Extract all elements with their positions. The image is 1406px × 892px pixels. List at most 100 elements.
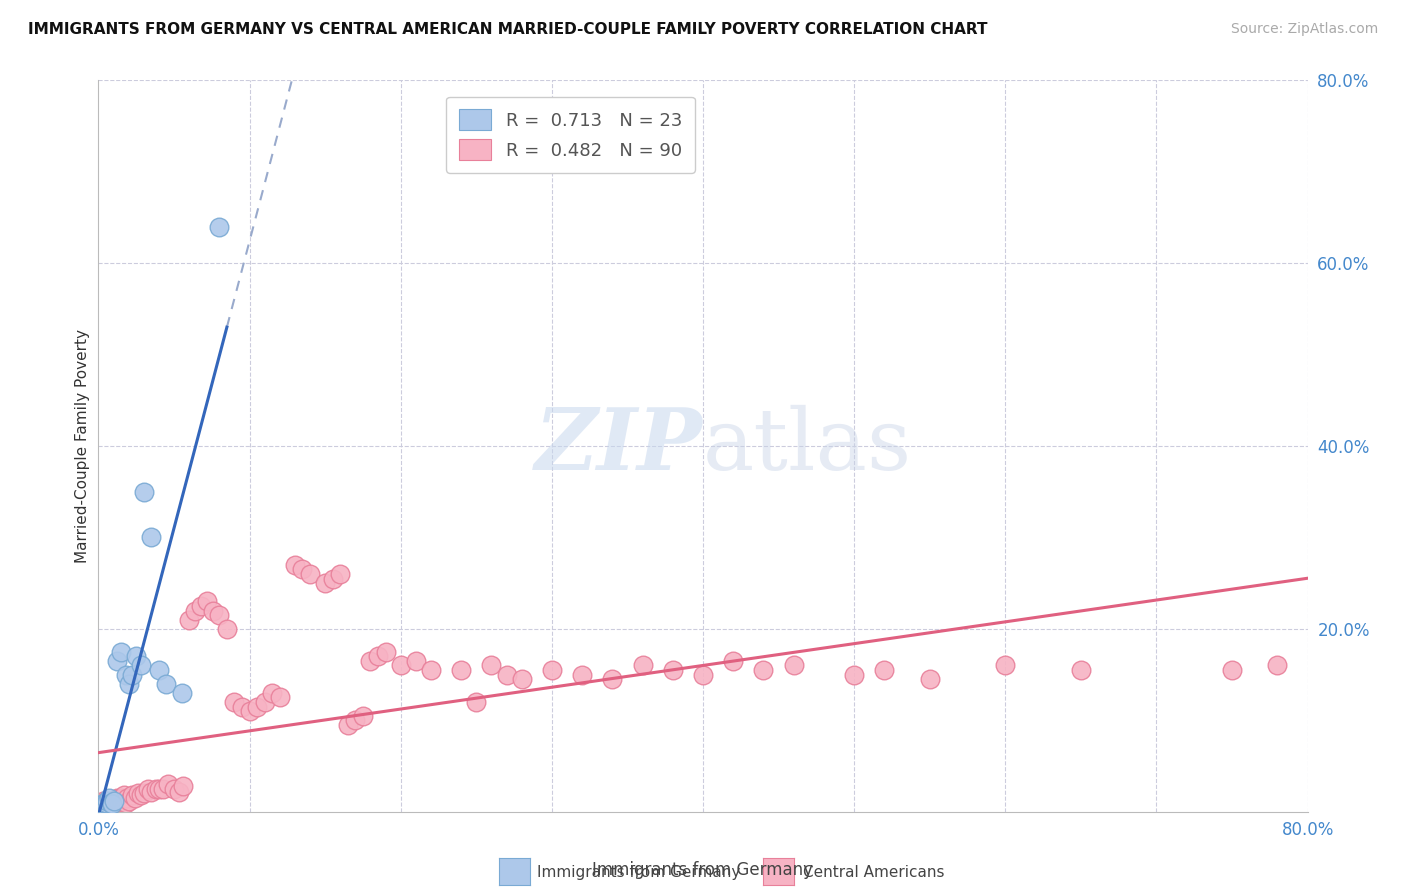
Point	[299, 567, 322, 582]
Point	[510, 672, 533, 686]
Point	[844, 667, 866, 681]
Point	[571, 667, 593, 681]
Point	[91, 797, 114, 812]
Point	[90, 796, 112, 810]
Point	[103, 794, 125, 808]
Point	[495, 667, 517, 681]
Point	[202, 603, 225, 617]
Point	[450, 663, 472, 677]
Point	[111, 791, 134, 805]
Point	[723, 654, 745, 668]
Point	[184, 603, 207, 617]
Point	[1220, 663, 1243, 677]
Point	[91, 797, 114, 812]
Point	[89, 800, 111, 814]
Point	[100, 797, 122, 812]
Point	[118, 676, 141, 690]
Point	[93, 798, 115, 813]
Point	[125, 649, 148, 664]
Point	[322, 572, 344, 586]
Point	[208, 219, 231, 234]
Point	[145, 781, 167, 796]
Legend: R =  0.713   N = 23, R =  0.482   N = 90: R = 0.713 N = 23, R = 0.482 N = 90	[446, 96, 695, 173]
Point	[156, 777, 179, 791]
Point	[253, 695, 276, 709]
Point	[172, 779, 194, 793]
Point	[367, 649, 389, 664]
Point	[692, 667, 714, 681]
Point	[96, 797, 118, 812]
Point	[96, 796, 118, 810]
Point	[148, 663, 170, 677]
Text: ZIP: ZIP	[536, 404, 703, 488]
Point	[104, 796, 127, 810]
Point	[90, 798, 112, 813]
Point	[101, 797, 124, 812]
Y-axis label: Married-Couple Family Poverty: Married-Couple Family Poverty	[75, 329, 90, 563]
Point	[105, 791, 128, 805]
Point	[602, 672, 624, 686]
Point	[94, 794, 117, 808]
Point	[329, 567, 352, 582]
Point	[129, 658, 152, 673]
Point	[314, 576, 336, 591]
Point	[167, 784, 190, 798]
Point	[118, 794, 141, 808]
Point	[107, 794, 129, 808]
Point	[284, 558, 307, 572]
Point	[114, 667, 136, 681]
Point	[155, 676, 177, 690]
Text: IMMIGRANTS FROM GERMANY VS CENTRAL AMERICAN MARRIED-COUPLE FAMILY POVERTY CORREL: IMMIGRANTS FROM GERMANY VS CENTRAL AMERI…	[28, 22, 987, 37]
Point	[420, 663, 443, 677]
Point	[195, 594, 218, 608]
Point	[481, 658, 503, 673]
Point	[136, 781, 159, 796]
Point	[105, 654, 128, 668]
Point	[132, 484, 155, 499]
Point	[152, 781, 174, 796]
Text: atlas: atlas	[703, 404, 912, 488]
Point	[96, 794, 118, 808]
Text: Immigrants from Germany: Immigrants from Germany	[592, 861, 814, 879]
Point	[224, 695, 246, 709]
Point	[114, 796, 136, 810]
Point	[389, 658, 412, 673]
Point	[129, 789, 152, 803]
Point	[291, 562, 314, 576]
Point	[215, 622, 238, 636]
Point	[121, 789, 143, 803]
Point	[121, 667, 143, 681]
Point	[89, 800, 111, 814]
Point	[108, 791, 131, 805]
Point	[93, 796, 115, 810]
Text: Immigrants from Germany: Immigrants from Germany	[537, 865, 741, 880]
Point	[127, 787, 149, 801]
Point	[148, 781, 170, 796]
Point	[179, 613, 201, 627]
Point	[405, 654, 427, 668]
Point	[360, 654, 382, 668]
Point	[112, 789, 135, 803]
Point	[336, 718, 359, 732]
Point	[344, 714, 367, 728]
Point	[352, 708, 374, 723]
Text: Source: ZipAtlas.com: Source: ZipAtlas.com	[1230, 22, 1378, 37]
Point	[141, 784, 163, 798]
Point	[91, 794, 114, 808]
Point	[918, 672, 941, 686]
Point	[124, 791, 146, 805]
Point	[662, 663, 685, 677]
Point	[208, 608, 231, 623]
Point	[94, 797, 117, 812]
Point	[94, 796, 117, 810]
Point	[110, 645, 132, 659]
Point	[170, 686, 193, 700]
Point	[163, 781, 186, 796]
Point	[1070, 663, 1092, 677]
Point	[103, 794, 125, 808]
Point	[262, 686, 284, 700]
Point	[231, 699, 253, 714]
Point	[1267, 658, 1289, 673]
Point	[269, 690, 291, 705]
Point	[374, 645, 396, 659]
